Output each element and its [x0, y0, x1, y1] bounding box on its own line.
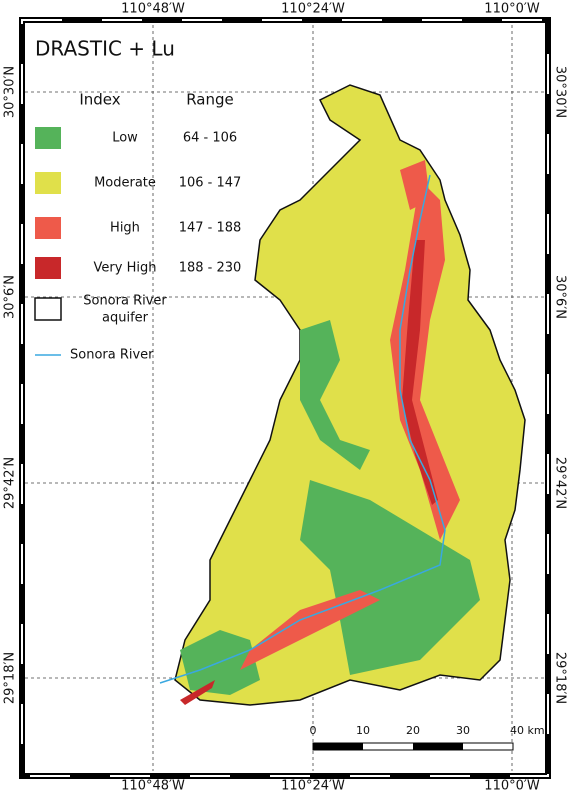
map-title: DRASTIC + Lu — [35, 37, 175, 61]
scale-segment — [413, 743, 463, 750]
high-zone — [400, 160, 430, 210]
frame-labels: 110°48′W 110°24′W 110°0′W 110°48′W 110°2… — [3, 2, 568, 794]
lat-label: 30°6′N — [553, 275, 568, 319]
lat-label: 29°42′N — [3, 457, 18, 509]
lat-label: 29°18′N — [553, 652, 568, 704]
legend-swatch — [35, 217, 61, 239]
high-zone — [240, 590, 380, 670]
scale-segment — [313, 743, 363, 750]
aquifer-swatch — [34, 297, 62, 321]
scale-label: 10 — [356, 724, 370, 737]
legend: DRASTIC + Lu Index Range Low 64 - 106 Mode… — [34, 37, 242, 363]
legend-label: Very High — [94, 261, 157, 276]
very-high-zone — [402, 240, 438, 505]
high-zone — [390, 180, 460, 540]
legend-range: 106 - 147 — [179, 176, 242, 191]
low-zone — [300, 320, 370, 470]
lat-label: 29°42′N — [553, 457, 568, 509]
low-zone — [300, 480, 480, 675]
scale-label: 0 — [310, 724, 317, 737]
legend-label: aquifer — [102, 311, 149, 326]
aquifer-map — [159, 84, 526, 706]
lon-label: 110°0′W — [484, 2, 540, 17]
lon-label: 110°24′W — [281, 779, 345, 794]
sonora-river — [159, 174, 446, 684]
lat-label: 30°6′N — [3, 275, 18, 319]
very-high-zone — [180, 680, 215, 705]
lat-label: 30°30′N — [3, 66, 18, 118]
scale-label: 20 — [406, 724, 420, 737]
lon-label: 110°0′W — [484, 779, 540, 794]
lat-label: 29°18′N — [3, 652, 18, 704]
legend-swatch — [35, 127, 61, 149]
legend-swatch — [35, 172, 61, 194]
scale-label: 30 — [456, 724, 470, 737]
scale-bar: 0 10 20 30 40 km — [310, 724, 545, 751]
lon-label: 110°48′W — [121, 2, 185, 17]
legend-header: Range — [186, 91, 234, 109]
legend-range: 188 - 230 — [179, 261, 242, 276]
frame-ticks — [21, 19, 549, 777]
legend-range: 147 - 188 — [179, 221, 242, 236]
lon-label: 110°48′W — [121, 779, 185, 794]
scale-label: 40 km — [510, 724, 545, 737]
lat-label: 30°30′N — [553, 66, 568, 118]
legend-label: Moderate — [94, 176, 156, 191]
legend-label: Sonora River — [70, 348, 154, 363]
legend-label: Low — [112, 131, 138, 146]
legend-label: High — [110, 221, 140, 236]
legend-swatch — [35, 257, 61, 279]
legend-label: Sonora River — [83, 294, 167, 309]
legend-header: Index — [79, 91, 120, 109]
lon-label: 110°24′W — [281, 2, 345, 17]
legend-range: 64 - 106 — [183, 131, 237, 146]
